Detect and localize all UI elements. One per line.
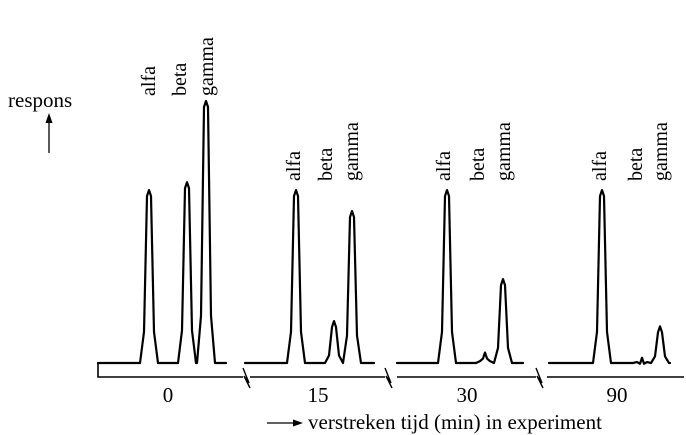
peak-label-gamma: gamma: [493, 122, 515, 181]
peak-label-alfa: alfa: [138, 66, 160, 96]
peak-label-gamma: gamma: [196, 37, 218, 96]
peak-label-alfa: alfa: [283, 151, 305, 181]
time-tick-label: 0: [163, 383, 174, 407]
peak-label-gamma: gamma: [341, 122, 363, 181]
peak-label-beta: beta: [315, 148, 337, 181]
axis-break-2: [384, 367, 393, 389]
peak-label-alfa: alfa: [589, 151, 611, 181]
x-axis-label: verstreken tijd (min) in experiment: [308, 410, 602, 434]
axis-break-3: [535, 367, 544, 389]
time-tick-label: 30: [457, 383, 478, 407]
time-tick-label: 90: [607, 383, 628, 407]
axis-break-1: [242, 367, 251, 389]
x-axis-line: [97, 363, 684, 378]
peak-label-alfa: alfa: [433, 151, 455, 181]
chromatogram-trace: [547, 188, 672, 365]
peak-label-beta: beta: [467, 148, 489, 181]
chromatogram-trace: [395, 188, 525, 365]
chromatogram-trace: [243, 188, 376, 365]
x-axis-arrow: [267, 419, 303, 427]
y-axis-arrow: [45, 113, 53, 153]
peak-label-beta: beta: [625, 148, 647, 181]
y-axis-label: respons: [8, 88, 72, 112]
peak-label-gamma: gamma: [650, 122, 672, 181]
chromatogram-trace: [96, 99, 228, 365]
peak-label-beta: beta: [169, 63, 191, 96]
time-tick-label: 15: [308, 383, 329, 407]
